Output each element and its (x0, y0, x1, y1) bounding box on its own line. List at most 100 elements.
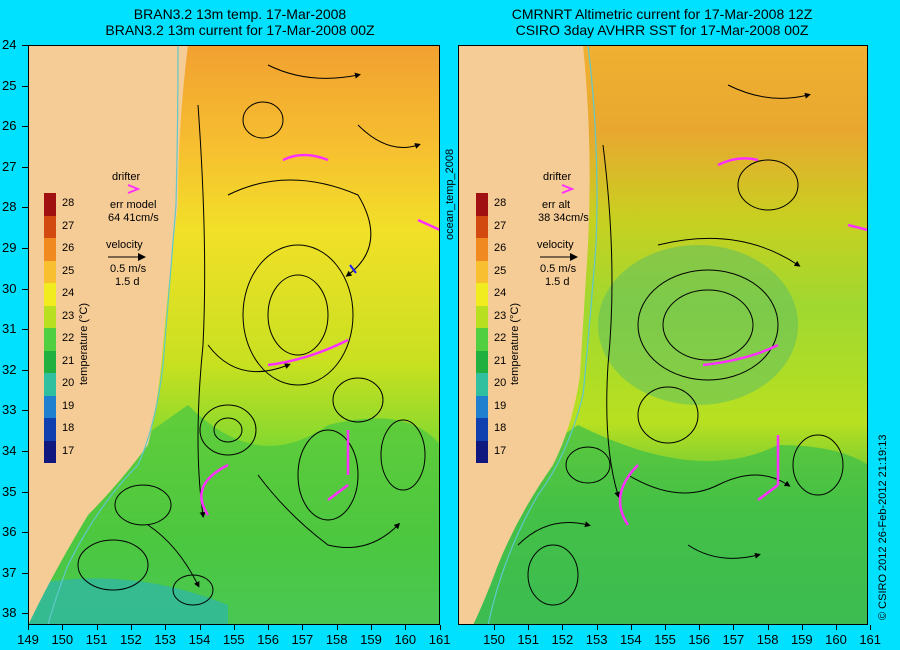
latitude-tick (22, 369, 28, 371)
eddy (242, 244, 354, 386)
colorbar-swatch (44, 418, 56, 441)
colorbar-swatch (476, 215, 488, 238)
longitude-tick-label: 154 (188, 632, 211, 647)
colorbar-tick-label: 23 (62, 309, 75, 322)
longitude-tick-label: 161 (859, 632, 882, 647)
latitude-tick-label: 28 (2, 199, 17, 215)
eddy (662, 289, 754, 361)
colorbar-swatch (476, 283, 488, 306)
colorbar-tick-label: 24 (62, 287, 75, 299)
latitude-tick (22, 532, 28, 534)
streamline (517, 521, 591, 546)
longitude-tick-label: 153 (154, 632, 177, 647)
latitude-tick (22, 45, 28, 46)
latitude-tick-label: 33 (2, 402, 17, 418)
drifter-track (702, 343, 779, 367)
longitude-tick-label: 156 (257, 632, 279, 647)
colorbar-tick-label: 19 (494, 399, 507, 412)
latitude-tick (22, 451, 28, 452)
colorbar-tick-label: 22 (62, 332, 75, 344)
colorbar-swatch (44, 215, 56, 238)
longitude-tick-label: 150 (51, 632, 74, 647)
colorbar-swatch (476, 193, 488, 216)
streamline (627, 474, 791, 494)
latitude-tick-label: 24 (2, 37, 17, 52)
colorbar-swatch (44, 193, 56, 216)
colorbar-tick-label: 18 (62, 422, 75, 434)
longitude-tick-label: 158 (325, 632, 348, 647)
colorbar-tick-label: 26 (494, 242, 507, 254)
streamline (687, 544, 761, 559)
latitude-tick (22, 207, 28, 209)
colorbar-tick-label: 17 (494, 444, 507, 457)
colorbar-title-right: temperature (°C) (509, 302, 521, 385)
colorbar-tick-label: 23 (494, 309, 507, 322)
longitude-tick (62, 625, 64, 630)
longitude-tick (665, 625, 666, 630)
longitude-tick (870, 625, 872, 630)
longitude-tick-label: 157 (722, 632, 745, 647)
longitude-tick-label: 154 (619, 632, 642, 647)
longitude-tick (233, 625, 235, 630)
latitude-tick (22, 613, 28, 615)
drifter-track (417, 218, 440, 232)
drifter-legend-label: drifter (112, 171, 141, 183)
colorbar-tick-label: 25 (494, 264, 507, 277)
longitude-tick (302, 625, 304, 630)
colorbar-swatch (44, 328, 56, 351)
longitude-tick (767, 625, 769, 630)
colorbar-tick-label: 26 (62, 242, 75, 254)
latitude-tick-label: 26 (2, 118, 17, 134)
colorbar-tick-label: 28 (62, 197, 75, 209)
latitude-tick-label: 25 (2, 77, 17, 93)
colorbar-swatch (476, 350, 488, 373)
latitude-tick-label: 38 (2, 605, 17, 621)
velocity-legend-speed: 0.5 m/s (540, 263, 577, 275)
velocity-legend-label: velocity (106, 239, 143, 251)
drifter-legend-label: drifter (543, 171, 572, 183)
eddy (637, 269, 779, 381)
latitude-tick-label: 29 (2, 240, 17, 255)
right-title-line2: CSIRO 3day AVHRR SST for 17-Mar-2008 00Z (515, 22, 809, 38)
eddy (380, 419, 426, 491)
eddy (267, 274, 329, 356)
colorbar-swatch (476, 440, 488, 463)
colorbar-swatch (44, 440, 56, 463)
drifter-legend-symbol (127, 184, 140, 194)
colorbar-swatch (476, 238, 488, 261)
land-mass (28, 45, 188, 625)
eddy (737, 159, 799, 211)
drifter-track (717, 157, 759, 167)
eddy (77, 539, 149, 591)
left-title-line1: BRAN3.2 13m temp. 17-Mar-2008 (133, 6, 347, 22)
eddy (114, 484, 172, 526)
longitude-tick-label: 159 (360, 632, 382, 647)
longitude-tick (836, 625, 837, 630)
streamline (147, 524, 200, 588)
error-legend-label: err alt (542, 199, 571, 211)
longitude-tick-label: 157 (291, 632, 314, 647)
streamline (727, 84, 811, 99)
right-title-line1: CMRNRT Altimetric current for 17-Mar-200… (511, 6, 813, 22)
colorbar-tick-label: 21 (494, 354, 507, 367)
cold-water-region (28, 578, 228, 625)
coastline-contour (47, 45, 179, 625)
eddy (199, 404, 257, 456)
cool-eddy-core (598, 245, 798, 405)
longitude-tick (439, 625, 441, 630)
latitude-tick-label: 27 (2, 158, 17, 174)
satellite-map-graphics (458, 45, 868, 625)
longitude-tick-label: 150 (483, 632, 505, 647)
latitude-tick (22, 288, 28, 290)
longitude-tick (528, 625, 530, 630)
velocity-legend-speed: 0.5 m/s (110, 263, 147, 275)
eddy (792, 434, 844, 496)
drifter-tracks (200, 153, 440, 516)
longitude-tick (199, 625, 201, 630)
eddy (332, 377, 384, 423)
latitude-tick (22, 410, 28, 412)
latitude-tick-label: 35 (2, 483, 17, 499)
longitude-tick (733, 625, 735, 630)
longitude-tick-label: 158 (756, 632, 779, 647)
colorbar-tick-label: 20 (62, 377, 75, 389)
